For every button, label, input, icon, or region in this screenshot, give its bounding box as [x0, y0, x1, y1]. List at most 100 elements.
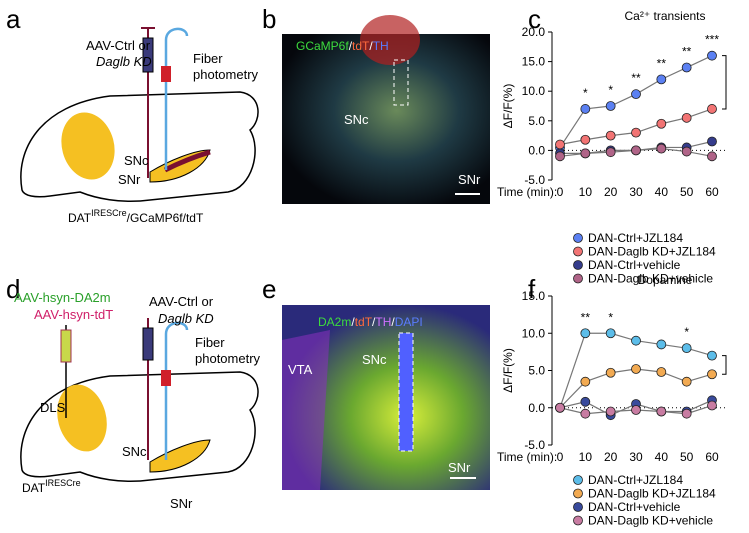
panel-letter: a	[6, 4, 21, 34]
title-part: /	[391, 315, 395, 329]
syringe	[142, 37, 154, 73]
y-tick-label: -5.0	[524, 173, 545, 187]
label: SNr	[170, 496, 193, 511]
legend-label: DAN-Ctrl+JZL184	[588, 473, 683, 487]
title-part: tdT	[355, 315, 373, 329]
striatum	[61, 112, 115, 180]
data-point	[656, 406, 667, 417]
data-point	[656, 143, 667, 154]
data-point	[631, 405, 641, 415]
data-point	[580, 396, 591, 407]
mouse-base: DAT	[68, 211, 92, 225]
x-axis-label: Time (min):	[497, 450, 557, 464]
mouse-rest: /GCaMP6f/tdT	[127, 211, 204, 225]
panel-letter: f	[528, 274, 536, 304]
y-tick-label: 5.0	[528, 114, 545, 128]
image-title: GCaMP6f/tdT/TH	[296, 39, 389, 53]
panel-letter: c	[528, 4, 541, 34]
label: AAV-hsyn-tdT	[34, 307, 113, 322]
striatum	[57, 384, 107, 452]
data-point	[605, 406, 616, 417]
title-part: DA2m	[318, 315, 351, 329]
y-tick-label: 10.0	[522, 326, 546, 340]
data-point	[631, 145, 641, 156]
th-signal	[282, 330, 330, 490]
data-point	[707, 50, 717, 61]
legend-marker	[573, 273, 583, 284]
title-part: /	[372, 315, 376, 329]
legend-marker	[573, 502, 583, 512]
mouse-sup: IRESCre	[45, 478, 81, 488]
chart-title: Dopamine	[638, 273, 693, 287]
data-point	[580, 104, 591, 114]
label: SNc	[124, 153, 149, 168]
significance: *	[608, 83, 613, 97]
y-tick-label: 5.0	[528, 364, 545, 378]
data-point	[605, 101, 616, 111]
significance: ***	[705, 33, 719, 47]
legend-label: DAN-Daglb KD+vehicle	[588, 272, 713, 286]
data-point	[656, 367, 667, 377]
title-part: /	[349, 39, 353, 53]
legend-marker	[573, 515, 583, 526]
legend-label: DAN-Daglb KD+JZL184	[588, 245, 716, 259]
data-point	[707, 400, 717, 411]
fiber-ferrule	[161, 370, 171, 386]
x-tick-label: 10	[579, 450, 593, 464]
significance: *	[583, 86, 588, 100]
data-point	[681, 343, 692, 354]
data-point	[580, 134, 591, 145]
data-point	[656, 74, 667, 85]
label: AAV-Ctrl or	[86, 38, 151, 53]
x-tick-label: 60	[705, 185, 719, 199]
x-tick-label: 40	[655, 185, 669, 199]
title-part: TH	[375, 315, 391, 329]
data-point	[707, 350, 717, 361]
label: SNc	[362, 352, 387, 367]
data-point	[580, 328, 591, 339]
panel-letter: e	[262, 274, 276, 304]
fiber-track	[393, 59, 409, 106]
comparison-bracket	[722, 355, 727, 375]
significance: **	[631, 71, 641, 85]
legend-label: DAN-Ctrl+JZL184	[588, 231, 683, 245]
data-point	[555, 151, 565, 162]
y-axis-label: ΔF/F(%)	[501, 84, 515, 129]
mouse-base: DAT	[22, 481, 46, 495]
midbrain	[149, 439, 211, 473]
data-point	[707, 369, 717, 380]
title-part: /	[351, 315, 355, 329]
data-point	[555, 402, 565, 413]
data-point	[605, 367, 616, 378]
label: AAV-Ctrl or	[149, 294, 214, 309]
fiber-ferrule	[161, 66, 171, 82]
data-point	[707, 136, 717, 147]
title-part: GCaMP6f	[296, 39, 349, 53]
x-tick-label: 20	[604, 185, 618, 199]
x-tick-label: 30	[629, 185, 643, 199]
tdt-signal	[360, 15, 420, 65]
data-point	[681, 112, 692, 123]
brain-outline	[20, 371, 259, 483]
y-tick-label: 0.0	[528, 401, 545, 415]
syringe	[142, 327, 154, 361]
x-tick-label: 40	[655, 450, 669, 464]
data-point	[580, 376, 591, 387]
data-point	[681, 62, 692, 73]
data-point	[681, 146, 692, 157]
data-point	[555, 139, 565, 150]
data-point	[605, 328, 616, 339]
x-tick-label: 0	[557, 450, 564, 464]
data-point	[580, 408, 591, 419]
label: Fiber	[193, 51, 223, 66]
data-point	[681, 408, 692, 419]
legend-label: DAN-Daglb KD+JZL184	[588, 487, 716, 501]
data-point	[580, 148, 591, 159]
mouse-sup: IRESCre	[91, 208, 127, 218]
legend-label: DAN-Ctrl+vehicle	[588, 258, 681, 272]
significance: **	[682, 45, 692, 59]
y-tick-label: -5.0	[524, 438, 545, 452]
label: AAV-hsyn-DA2m	[14, 290, 111, 305]
fiber	[164, 27, 189, 170]
x-axis-label: Time (min):	[497, 185, 557, 199]
